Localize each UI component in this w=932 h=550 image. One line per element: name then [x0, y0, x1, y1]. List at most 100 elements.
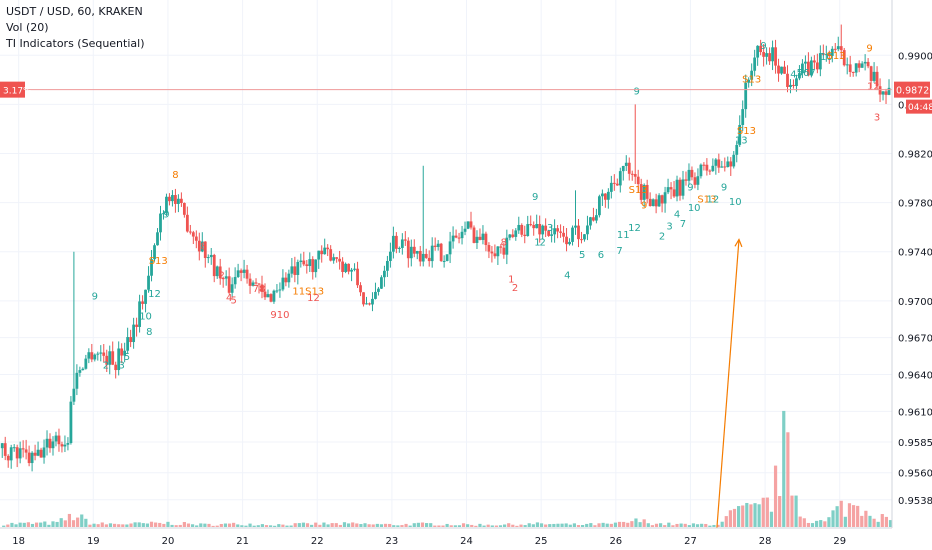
candle-body	[24, 449, 28, 453]
volume-bar	[835, 506, 839, 527]
candle-body	[481, 233, 485, 240]
time-tick-label: 19	[87, 536, 100, 547]
candle-body	[753, 57, 757, 71]
volume-bar	[18, 522, 22, 527]
volume-bar	[457, 525, 462, 527]
volume-bar	[507, 523, 511, 527]
candle-body	[188, 231, 192, 233]
volume-bar	[650, 525, 654, 527]
volume-bar	[613, 522, 618, 527]
volume-bar	[383, 523, 388, 527]
volume-bar	[252, 525, 256, 527]
candle-body	[51, 441, 55, 449]
candle-body	[200, 241, 204, 252]
volume-bar	[523, 525, 527, 527]
countdown-badge: 04:48	[908, 103, 932, 113]
sequential-count-label: 9	[532, 192, 538, 203]
candle-body	[356, 268, 359, 286]
candle-body	[833, 48, 837, 50]
volume-bar	[470, 524, 474, 527]
sequential-count-label: 9	[721, 182, 727, 193]
candle-body	[171, 195, 174, 202]
candle-body	[120, 348, 124, 356]
volume-bar	[630, 521, 634, 527]
volume-bar	[232, 522, 236, 527]
candle-body	[651, 199, 655, 207]
candle-body	[556, 228, 559, 232]
volume-bar	[741, 505, 745, 527]
candle-body	[618, 171, 622, 186]
candle-body	[806, 61, 810, 76]
sequential-count-label: 11	[617, 230, 630, 241]
volume-bar	[659, 523, 663, 527]
volume-bar	[782, 410, 786, 527]
volume-bar	[593, 525, 597, 527]
candle-body	[574, 225, 577, 228]
candle-body	[839, 46, 843, 51]
candle-body	[138, 301, 141, 327]
volume-bar	[827, 517, 831, 527]
volume-bar	[186, 523, 191, 527]
volume-bar	[96, 524, 100, 527]
sequential-count-label: 9	[687, 182, 693, 193]
candle-body	[0, 443, 4, 449]
volume-bar	[663, 525, 667, 527]
candle-body	[484, 233, 488, 246]
candle-body	[105, 355, 109, 365]
volume-bar	[786, 432, 790, 527]
candle-body	[630, 173, 634, 175]
candle-body	[350, 269, 353, 272]
volume-bar	[305, 523, 310, 527]
candle-body	[863, 61, 867, 64]
volume-bar	[195, 525, 199, 527]
volume-bar	[585, 523, 589, 527]
candle-body	[296, 261, 300, 275]
price-tick-label: 0.978000	[898, 199, 932, 210]
candle-body	[726, 161, 730, 168]
candle-body	[708, 170, 712, 172]
volume-bar	[121, 524, 125, 527]
candle-body	[472, 227, 476, 243]
candle-body	[144, 289, 147, 304]
candle-body	[314, 259, 318, 273]
volume-bar	[515, 525, 519, 527]
candle-body	[302, 260, 306, 265]
candle-body	[365, 303, 368, 305]
candle-body	[777, 65, 780, 74]
candle-body	[451, 235, 455, 242]
volume-bar	[326, 524, 330, 527]
candle-body	[490, 251, 494, 254]
sequential-count-label: 11S13	[292, 287, 324, 298]
volume-indicator-title[interactable]: Vol (20)	[6, 21, 49, 34]
candle-body	[711, 165, 715, 171]
sequential-count-label: 9	[760, 41, 766, 52]
volume-bar	[240, 525, 244, 527]
candle-body	[239, 270, 243, 273]
sequential-count-label: S13	[629, 185, 648, 196]
candle-body	[15, 447, 19, 459]
sequential-count-label: 2	[219, 271, 225, 282]
candle-body	[338, 258, 342, 262]
sequential-indicator-title[interactable]: TI Indicators (Sequential)	[6, 37, 145, 50]
candle-body	[669, 187, 673, 190]
sequential-count-label: 5	[579, 250, 585, 261]
candle-body	[341, 261, 345, 272]
volume-bar	[695, 524, 700, 527]
candle-body	[526, 224, 530, 237]
volume-bar	[43, 521, 47, 527]
volume-bar	[453, 525, 457, 527]
candle-body	[377, 288, 380, 292]
volume-bar	[30, 523, 35, 527]
candle-body	[517, 224, 521, 231]
candle-body	[869, 66, 873, 81]
volume-bar	[704, 523, 708, 527]
candle-body	[191, 232, 195, 237]
candle-body	[72, 388, 76, 402]
candle-body	[177, 198, 180, 204]
sequential-count-label: S13	[742, 74, 761, 85]
price-tick-label: 0.974000	[898, 248, 932, 259]
candle-body	[332, 257, 336, 261]
symbol-title[interactable]: USDT / USD, 60, KRAKEN	[6, 5, 143, 18]
candle-body	[615, 183, 619, 186]
